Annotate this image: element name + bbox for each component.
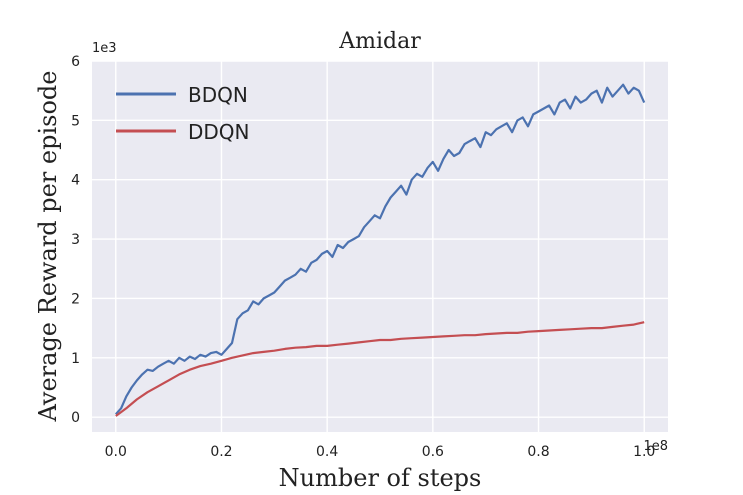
y-multiplier-label: 1e3 <box>92 41 117 56</box>
x-tick-label: 0.0 <box>105 444 127 460</box>
x-tick-label: 0.2 <box>210 444 232 460</box>
legend-label-ddqn: DDQN <box>188 120 250 144</box>
legend: BDQN DDQN <box>116 83 250 144</box>
y-tick-label: 6 <box>71 54 80 70</box>
y-axis-label: Average Reward per episode <box>34 71 62 423</box>
grid <box>92 60 668 432</box>
x-multiplier-label: 1e8 <box>643 439 668 454</box>
series-line-ddqn <box>115 321 645 417</box>
series-lines <box>114 83 646 417</box>
x-tick-label: 1.0 <box>633 444 655 460</box>
y-tick-label: 3 <box>71 232 80 248</box>
chart-title: Amidar <box>338 29 421 54</box>
series-line-bdqn <box>114 83 646 415</box>
y-tick-label: 5 <box>71 113 80 129</box>
y-tick-label: 0 <box>71 410 80 426</box>
y-tick-label: 2 <box>71 291 80 307</box>
x-axis-label: Number of steps <box>279 464 482 492</box>
legend-label-bdqn: BDQN <box>188 83 248 107</box>
plot-background <box>92 61 668 432</box>
x-tick-label: 0.6 <box>422 444 444 460</box>
y-tick-label: 1 <box>71 351 80 367</box>
x-tick-label: 0.4 <box>316 444 338 460</box>
y-tick-label: 4 <box>71 173 80 189</box>
tick-labels: 0.0 0.2 0.4 0.6 0.8 1.0 0 1 2 3 4 5 6 <box>71 54 655 460</box>
x-tick-label: 0.8 <box>527 444 549 460</box>
